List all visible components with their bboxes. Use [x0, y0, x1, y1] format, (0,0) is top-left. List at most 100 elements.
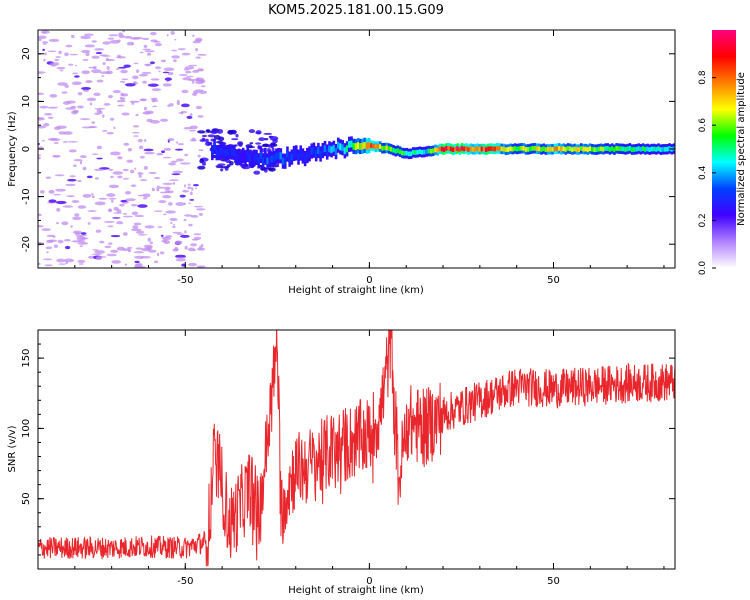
- noise-speckle: [91, 153, 99, 156]
- noise-speckle: [43, 58, 46, 62]
- signal-cell: [445, 145, 448, 151]
- signal-cell: [595, 147, 599, 153]
- chart-title: KOM5.2025.181.00.15.G09: [268, 3, 444, 18]
- signal-cell: [345, 145, 349, 153]
- signal-speckle: [253, 170, 261, 175]
- noise-speckle: [108, 197, 117, 200]
- signal-speckle: [268, 167, 276, 172]
- noise-speckle: [182, 77, 192, 81]
- noise-speckle: [176, 158, 184, 162]
- noise-speckle: [176, 101, 180, 106]
- noise-speckle: [134, 260, 140, 264]
- signal-cell: [222, 146, 225, 154]
- signal-cell: [443, 147, 446, 152]
- noise-speckle: [141, 71, 152, 74]
- noise-speckle: [38, 35, 47, 39]
- noise-speckle: [193, 90, 199, 95]
- noise-speckle: [74, 75, 80, 78]
- noise-speckle: [73, 158, 83, 162]
- signal-cell: [339, 143, 342, 151]
- signal-cell: [323, 145, 327, 152]
- signal-cell: [456, 146, 459, 151]
- noise-speckle: [39, 189, 45, 194]
- noise-speckle: [191, 137, 196, 142]
- noise-speckle: [93, 92, 101, 96]
- signal-cell: [476, 146, 479, 152]
- noise-speckle: [144, 50, 155, 53]
- noise-speckle: [185, 70, 192, 74]
- noise-speckle: [94, 48, 104, 51]
- signal-cell: [213, 143, 216, 150]
- noise-speckle: [42, 31, 46, 34]
- y-tick-label: -20: [21, 236, 32, 252]
- colorbar: 0.0 0.2 0.4 0.6 0.8 Normalized spectral ampl…: [698, 30, 747, 275]
- signal-cell: [462, 146, 466, 152]
- noise-speckle: [181, 89, 189, 94]
- noise-speckle: [81, 70, 91, 75]
- noise-speckle: [69, 175, 76, 178]
- noise-speckle: [132, 125, 140, 128]
- noise-speckle: [71, 110, 78, 115]
- signal-cell: [613, 147, 616, 153]
- noise-speckle: [86, 97, 97, 102]
- noise-speckle: [91, 121, 95, 124]
- noise-speckle: [132, 75, 139, 80]
- noise-speckle: [102, 41, 111, 45]
- signal-cell: [270, 155, 274, 163]
- noise-speckle: [77, 239, 86, 243]
- signal-cell: [275, 152, 278, 160]
- noise-speckle: [94, 107, 106, 110]
- noise-speckle: [196, 265, 206, 268]
- noise-speckle: [197, 68, 204, 71]
- noise-speckle: [74, 213, 80, 217]
- noise-speckle: [183, 218, 187, 221]
- noise-speckle: [110, 175, 114, 179]
- noise-speckle: [195, 80, 204, 85]
- signal-cell: [348, 140, 351, 148]
- signal-cell: [513, 146, 517, 151]
- noise-speckle: [195, 56, 201, 59]
- signal-cell: [482, 146, 486, 152]
- noise-speckle: [178, 74, 188, 76]
- signal-cell: [356, 142, 360, 150]
- noise-speckle: [74, 64, 77, 67]
- noise-speckle: [64, 245, 71, 250]
- noise-speckle: [182, 190, 186, 192]
- x-tick-label: -50: [177, 576, 193, 587]
- signal-cell: [522, 146, 526, 151]
- x-tick-label: 50: [547, 576, 560, 587]
- noise-speckle: [197, 115, 204, 118]
- noise-speckle: [50, 62, 60, 66]
- signal-cell: [655, 147, 658, 152]
- signal-cell: [608, 147, 612, 152]
- noise-speckle: [180, 162, 191, 165]
- signal-cell: [350, 140, 353, 148]
- signal-cell: [292, 150, 296, 157]
- noise-speckle: [161, 239, 168, 243]
- noise-speckle: [172, 170, 184, 174]
- colorbar-label: Normalized spectral amplitude: [736, 72, 747, 226]
- signal-cell: [233, 149, 236, 157]
- signal-cell: [376, 144, 380, 149]
- signal-cell: [381, 145, 384, 151]
- signal-cell: [334, 148, 338, 156]
- noise-speckle: [130, 228, 142, 232]
- signal-cell: [405, 150, 409, 156]
- signal-cell: [531, 146, 534, 151]
- signal-cell: [659, 147, 663, 153]
- noise-speckle: [176, 233, 185, 236]
- noise-speckle: [55, 222, 60, 225]
- signal-cell: [591, 146, 594, 152]
- signal-speckle: [263, 137, 269, 141]
- signal-cell: [602, 146, 605, 152]
- noise-speckle: [44, 264, 53, 267]
- signal-speckle: [263, 168, 268, 173]
- signal-cell: [308, 150, 311, 158]
- noise-speckle: [148, 249, 157, 253]
- signal-cell: [621, 146, 625, 152]
- noise-speckle: [156, 152, 164, 156]
- signal-cell: [586, 147, 590, 152]
- signal-cell: [661, 146, 665, 152]
- noise-speckle: [86, 175, 93, 179]
- noise-speckle: [200, 243, 204, 248]
